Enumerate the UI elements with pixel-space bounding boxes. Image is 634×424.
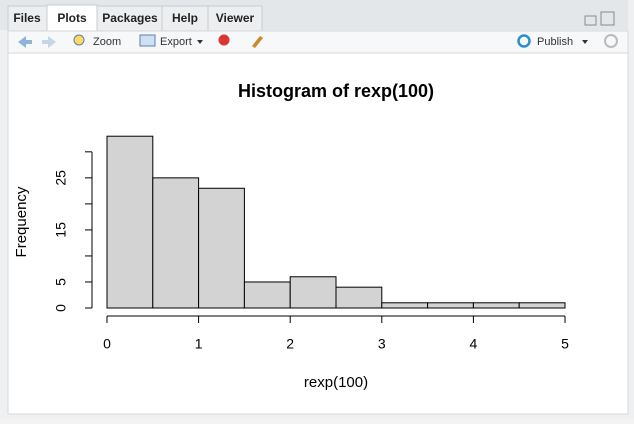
y-tick-label: 25 [53,170,69,186]
publish-icon[interactable] [517,34,531,48]
forward-button[interactable] [42,36,56,48]
zoom-icon[interactable] [73,34,85,46]
x-tick-label: 0 [103,336,111,352]
histogram-bar [198,187,245,309]
tabs: Files Plots Packages Help Viewer [7,4,263,33]
y-tick-label: 15 [53,222,69,238]
publish-button[interactable]: Publish [537,36,573,48]
maximize-button[interactable] [600,11,615,26]
tab[interactable] [207,5,263,32]
dropdown-arrow[interactable] [197,40,203,44]
histogram-bar [335,286,383,309]
refresh-button[interactable] [604,34,618,48]
histogram-bar [243,281,291,309]
tab-label[interactable]: Files [13,11,41,25]
plot-area [7,52,629,415]
chart-title: Histogram of rexp(100) [238,81,434,101]
y-tick-label: 0 [53,304,69,312]
histogram-bar [427,302,474,309]
clear-button[interactable] [218,34,230,46]
histogram-bar [518,302,566,309]
tab-label[interactable]: Help [172,11,198,25]
dropdown-arrow[interactable] [582,40,588,44]
x-tick-label: 3 [378,336,386,352]
broom-icon[interactable] [252,36,263,48]
histogram-bar [289,276,337,309]
histogram-bar [106,135,154,309]
histogram-bar [152,177,200,309]
tab-label[interactable]: Viewer [216,11,255,25]
tab-label[interactable]: Plots [57,11,87,25]
chart: Histogram of rexp(100) rexp(100) Frequen… [13,81,569,391]
x-tick-label: 4 [470,336,478,352]
y-axis-label: Frequency [13,186,30,257]
x-tick-label: 2 [286,336,294,352]
minimize-button[interactable] [584,15,597,26]
y-tick-label: 5 [53,278,69,286]
zoom-button[interactable]: Zoom [93,36,121,48]
histogram-bar [381,302,429,309]
histogram-bar [472,302,520,309]
x-axis-label: rexp(100) [304,374,368,391]
back-button[interactable] [18,36,32,48]
export-icon[interactable] [139,34,156,47]
x-tick-label: 1 [195,336,203,352]
tab-label[interactable]: Packages [102,11,158,25]
x-tick-label: 5 [561,336,569,352]
export-button[interactable]: Export [160,36,192,48]
